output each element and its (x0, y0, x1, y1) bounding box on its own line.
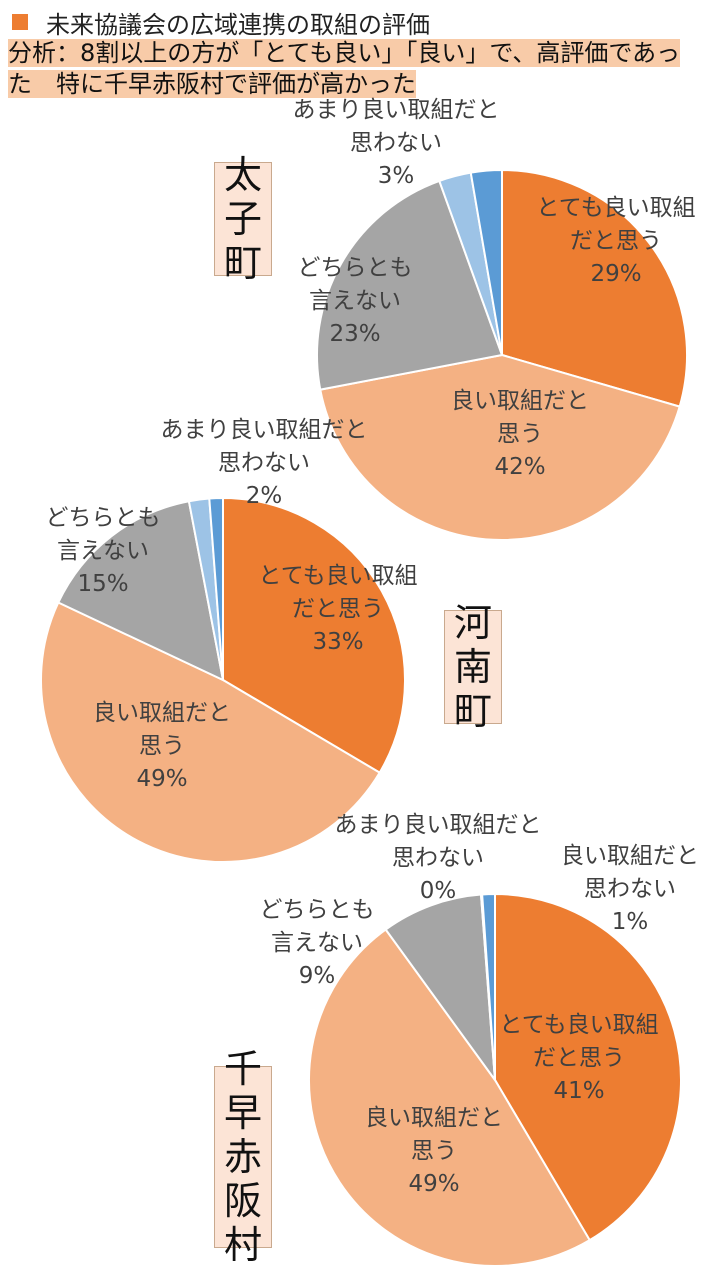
pie-2-slice-good (308, 928, 592, 1267)
pie-0-slice-good (319, 353, 681, 541)
analysis-line-1: 分析：8割以上の方が「とても良い」「良い」で、高評価であっ (8, 39, 681, 67)
pie-0-slice-not-good (469, 168, 503, 356)
pie-0-label-good: 良い取組だと思う 42% (451, 388, 589, 480)
municipality-char: 村 (223, 1223, 262, 1267)
pie-0-label-very-good: とても良い取組だと思う 29% (536, 195, 695, 287)
pie-2-label-good: 良い取組だと思う 49% (365, 1105, 503, 1197)
pie-0-slice-neutral (316, 179, 504, 391)
municipality-char: 河 (453, 601, 492, 645)
municipality-char: 南 (453, 645, 492, 689)
pie-1-label-very-good: とても良い取組だと思う 33% (258, 563, 417, 655)
municipality-char: 太 (223, 153, 262, 197)
title-row: 未来協議会の広域連携の取組の評価 (8, 6, 712, 39)
analysis-line-2: た 特に千早赤阪村で評価が高かった (8, 70, 416, 98)
pie-2-label-not-good: 良い取組だと思わない 1% (561, 843, 699, 935)
pie-1-label-neutral: どちらとも言えない 15% (46, 505, 161, 597)
pie-2-slice-very-good (494, 892, 683, 1242)
municipality-char: 町 (223, 241, 262, 285)
pie-2-slice-neutral (384, 893, 497, 1084)
pie-0-label-neutral: どちらとも言えない 23% (298, 255, 413, 347)
pie-1-label-good: 良い取組だと思う 49% (93, 700, 231, 792)
legend-square-icon (12, 14, 28, 30)
pie-2-label-not-much: あまり良い取組だと思わない 0% (335, 812, 542, 904)
municipality-char: 千 (223, 1047, 262, 1091)
pie-0-slice-very-good (501, 168, 688, 408)
municipality-label-kanan: 河南町 (444, 601, 502, 733)
analysis-text: 分析：8割以上の方が「とても良い」「良い」で、高評価であっ た 特に千早赤阪村で… (8, 38, 712, 100)
pie-0-label-not-much: あまり良い取組だと思わない 3% (293, 97, 500, 189)
municipality-char: 早 (223, 1091, 262, 1135)
municipality-char: 赤 (223, 1135, 262, 1179)
municipality-label-taishi: 太子町 (214, 153, 272, 285)
header: 未来協議会の広域連携の取組の評価 分析：8割以上の方が「とても良い」「良い」で、… (8, 6, 712, 100)
pie-1-slice-not-good (208, 496, 224, 681)
pie-1-slice-very-good (222, 496, 406, 775)
pie-1-slice-good (40, 601, 382, 864)
municipality-char: 子 (223, 197, 262, 241)
municipality-char: 町 (453, 689, 492, 733)
pie-2-label-very-good: とても良い取組だと思う 41% (499, 1012, 658, 1104)
pie-1-slice-neutral (56, 500, 225, 682)
pie-2-label-neutral: どちらとも言えない 9% (260, 897, 375, 989)
municipality-char: 阪 (223, 1179, 262, 1223)
pie-1-label-not-much: あまり良い取組だと思わない 2% (161, 417, 368, 509)
chart-title: 未来協議会の広域連携の取組の評価 (46, 10, 430, 39)
pie-2-slice-not-good (481, 892, 496, 1081)
municipality-label-chihayaakasaka: 千早赤阪村 (214, 1047, 272, 1267)
